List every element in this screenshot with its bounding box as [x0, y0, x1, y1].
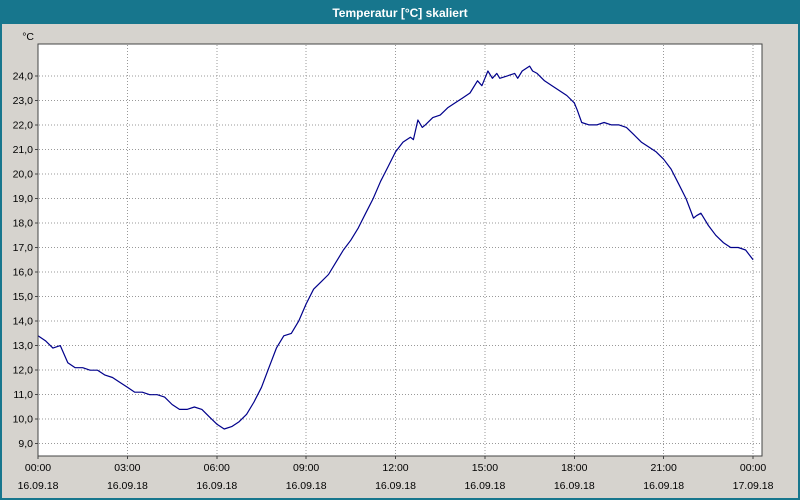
y-tick-label: 19,0 [13, 193, 34, 205]
y-tick-label: 10,0 [13, 414, 34, 426]
y-tick-label: 17,0 [13, 242, 34, 254]
y-tick-label: 11,0 [13, 389, 33, 401]
x-tick-date-label: 17.09.18 [733, 480, 774, 492]
y-tick-label: 20,0 [13, 168, 34, 180]
x-tick-date-label: 16.09.18 [107, 480, 148, 492]
y-tick-label: 15,0 [13, 291, 34, 303]
x-tick-time-label: 21:00 [651, 462, 677, 474]
x-tick-time-label: 09:00 [293, 462, 319, 474]
x-tick-date-label: 16.09.18 [196, 480, 237, 492]
chart-svg: 24,0 23,0 22,0 21,0 20,0 19,0 18,0 17,0 16,0 15,0… [13, 31, 774, 492]
x-tick-date-label: 16.09.18 [375, 480, 416, 492]
y-tick-label: 21,0 [13, 144, 34, 156]
chart-area: 24,0 23,0 22,0 21,0 20,0 19,0 18,0 17,0 16,0 15,0… [2, 24, 798, 498]
x-tick-date-label: 16.09.18 [554, 480, 595, 492]
temperature-line [37, 65, 754, 430]
y-tick-label: 23,0 [13, 95, 34, 107]
y-tick-label: 16,0 [13, 267, 34, 279]
y-tick-label: 12,0 [13, 365, 34, 377]
x-tick-date-label: 16.09.18 [286, 480, 327, 492]
window-title: Temperatur [°C] skaliert [332, 6, 468, 20]
x-tick-time-label: 18:00 [561, 462, 587, 474]
y-tick-label: 24,0 [13, 70, 34, 82]
plot-background [38, 44, 762, 456]
title-bar[interactable]: Temperatur [°C] skaliert [2, 2, 798, 24]
y-axis-unit-label: °C [22, 31, 34, 43]
y-tick-label: 13,0 [13, 340, 34, 352]
y-tick-label: 18,0 [13, 218, 34, 230]
x-tick-time-label: 06:00 [204, 462, 230, 474]
x-tick-date-label: 16.09.18 [643, 480, 684, 492]
x-tick-time-label: 00:00 [740, 462, 766, 474]
x-tick-time-label: 03:00 [114, 462, 140, 474]
x-tick-time-label: 12:00 [382, 462, 408, 474]
x-tick-time-label: 15:00 [472, 462, 498, 474]
x-tick-date-label: 16.09.18 [464, 480, 505, 492]
x-tick-date-label: 16.09.18 [18, 480, 59, 492]
x-tick-time-label: 00:00 [25, 462, 51, 474]
y-tick-label: 14,0 [13, 316, 34, 328]
y-tick-label: 9,0 [18, 438, 33, 450]
plot-frame [37, 43, 763, 457]
y-tick-label: 22,0 [13, 119, 34, 131]
